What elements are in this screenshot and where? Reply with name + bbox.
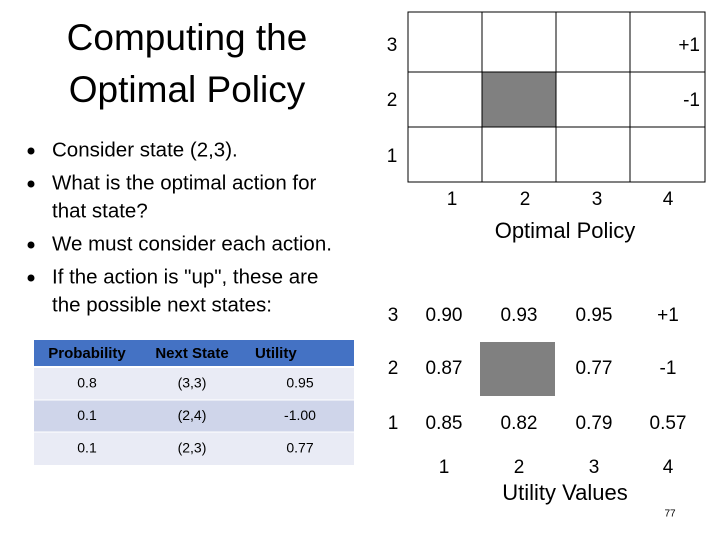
wall-cell — [480, 342, 555, 396]
bullet-dot — [27, 241, 35, 249]
table-header-cell: Next State — [155, 345, 228, 362]
col-label: 3 — [592, 189, 603, 210]
table-cell: 0.95 — [286, 375, 313, 391]
table-header-bg — [34, 340, 354, 367]
table-row-bg — [34, 400, 354, 432]
grid-cell-value: 0.90 — [426, 305, 463, 326]
grid-caption: Utility Values — [502, 480, 628, 505]
grid-cell-value: 0.87 — [426, 358, 463, 379]
grid-caption: Optimal Policy — [495, 218, 636, 243]
bullet-text: What is the optimal action for — [52, 171, 317, 194]
grid-cell-value: 0.57 — [650, 413, 687, 434]
table-cell: (2,3) — [178, 440, 207, 456]
grid-cell-value: 0.93 — [501, 305, 538, 326]
policy-grid-lines — [407, 11, 706, 183]
bullet-text: the possible next states: — [52, 293, 272, 316]
col-label: 2 — [514, 457, 525, 478]
table-row-bg — [34, 432, 354, 465]
table-cell: 0.1 — [77, 407, 97, 423]
col-label: 2 — [520, 189, 531, 210]
row-label: 1 — [388, 413, 399, 434]
row-label: 2 — [388, 358, 399, 379]
left-column: Computing the Optimal Policy Consider stat… — [27, 17, 676, 520]
row-label: 2 — [387, 90, 398, 111]
grids: 3 2 1 1 2 3 4 +1 -1 Optimal Policy 3 2 1 1 2 3 4 0.90 0.93… — [387, 35, 700, 505]
table-cell: -1.00 — [284, 407, 316, 423]
table-cell: (2,4) — [178, 407, 207, 423]
col-label: 4 — [663, 457, 674, 478]
bullet-text: We must consider each action. — [52, 232, 332, 255]
grid-cell-value: 0.77 — [576, 358, 613, 379]
bullet-text: that state? — [52, 199, 148, 222]
grid-cell-value: -1 — [683, 90, 700, 111]
col-label: 3 — [589, 457, 600, 478]
grid-cell-value: -1 — [660, 358, 677, 379]
row-label: 3 — [388, 305, 399, 326]
table: Probability Next State Utility 0.8 (3,3) 0.95… — [48, 345, 316, 456]
table-row-bg — [34, 367, 354, 400]
grid-cell-value: +1 — [657, 305, 679, 326]
table-header-cell: Utility — [255, 345, 297, 362]
row-label: 1 — [387, 146, 398, 167]
table-cell: 0.1 — [77, 440, 97, 456]
bullet-text: Consider state (2,3). — [52, 138, 238, 161]
col-label: 1 — [439, 457, 450, 478]
page-number: 77 — [664, 509, 676, 520]
grid-cell-value: +1 — [678, 35, 700, 56]
bullet-dot — [27, 180, 35, 188]
slide-title: Computing the — [67, 17, 308, 58]
bullet-dot — [27, 274, 35, 282]
table-cell: 0.8 — [77, 375, 97, 391]
grid-cell-value: 0.79 — [576, 413, 613, 434]
bullet-text: If the action is "up", these are — [52, 265, 318, 288]
slide-title: Optimal Policy — [69, 69, 306, 110]
row-label: 3 — [387, 35, 398, 56]
table-cell: 0.77 — [286, 440, 313, 456]
table-header-cell: Probability — [48, 345, 126, 362]
grid-cell-value: 0.85 — [426, 413, 463, 434]
col-label: 1 — [447, 189, 458, 210]
wall-cell — [482, 72, 556, 127]
grid-cell-value: 0.95 — [576, 305, 613, 326]
col-label: 4 — [663, 189, 674, 210]
bullet-dot — [27, 147, 35, 155]
grid-cell-value: 0.82 — [501, 413, 538, 434]
table-cell: (3,3) — [178, 375, 207, 391]
